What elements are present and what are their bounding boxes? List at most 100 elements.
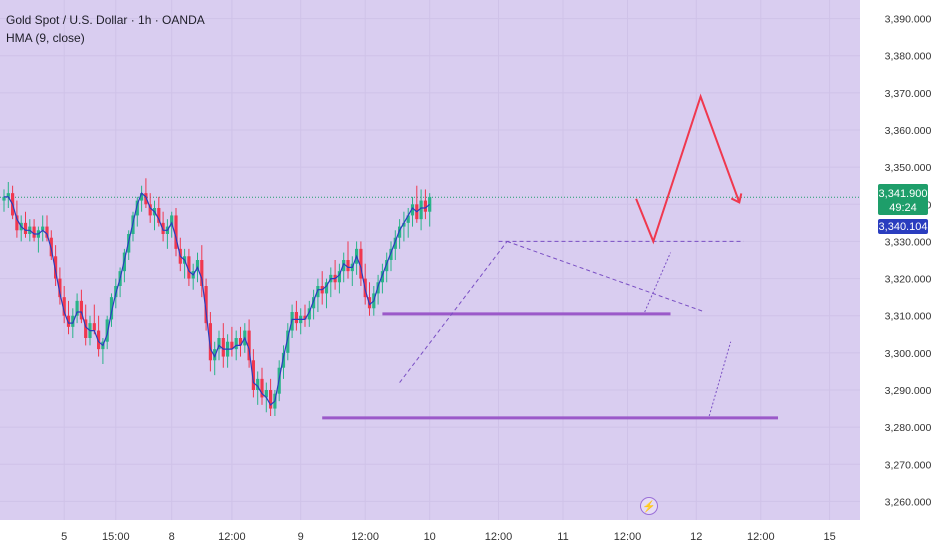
x-tick-label: 15:00 xyxy=(102,531,130,543)
candle-body xyxy=(428,196,432,212)
y-tick-label: 3,290.000 xyxy=(885,385,932,397)
hma-series xyxy=(4,192,431,406)
x-tick-label: 9 xyxy=(298,531,304,543)
symbol-title[interactable]: Gold Spot / U.S. Dollar · 1h · OANDA xyxy=(6,13,205,27)
candle-body xyxy=(84,319,88,338)
x-tick-label: 10 xyxy=(424,531,436,543)
candle-body xyxy=(174,215,178,249)
candle-body xyxy=(157,208,161,223)
candle-body xyxy=(195,260,200,272)
candle-body xyxy=(75,300,79,316)
x-tick-label: 11 xyxy=(557,531,568,543)
annotation-arrows xyxy=(635,93,743,245)
candle-body xyxy=(398,226,402,238)
candle-body xyxy=(161,222,165,234)
candle-body xyxy=(281,352,286,368)
projection-arrow xyxy=(635,93,741,245)
candle-body xyxy=(324,282,329,294)
candle-body xyxy=(45,226,49,238)
candle-body xyxy=(58,278,62,298)
y-tick-label: 3,350.000 xyxy=(885,162,932,174)
candle-body xyxy=(385,260,389,272)
indicator-label[interactable]: HMA (9, close) xyxy=(6,31,85,45)
hma-line xyxy=(4,192,431,406)
candle-body xyxy=(346,260,350,272)
y-tick-label: 3,280.000 xyxy=(885,422,932,434)
candle-body xyxy=(135,200,139,216)
lightning-icon[interactable]: ⚡ xyxy=(640,497,658,515)
x-tick-label: 15 xyxy=(823,531,835,543)
candle-body xyxy=(264,390,268,398)
trend-line xyxy=(506,240,706,313)
candle-body xyxy=(256,378,260,390)
candle-body xyxy=(97,330,101,350)
price-axis[interactable]: 3,260.000 3,270.000 3,280.000 3,290.000 3,30… xyxy=(885,14,932,509)
candle-body xyxy=(316,286,320,298)
candle-body xyxy=(92,323,96,331)
candle-body xyxy=(251,360,255,390)
candle-body xyxy=(337,271,341,283)
y-tick-label: 3,270.000 xyxy=(885,459,932,471)
candle-body xyxy=(41,226,45,231)
x-tick-label: 12:00 xyxy=(747,531,775,543)
candle-body xyxy=(204,286,208,324)
candle-body xyxy=(217,338,221,350)
candle-body xyxy=(286,330,290,353)
candle-body xyxy=(230,341,234,350)
hma-badge xyxy=(878,219,928,234)
dotted-arrow xyxy=(644,252,671,313)
candle-body xyxy=(269,390,273,409)
candle-body xyxy=(389,248,393,260)
last-price-badge xyxy=(878,184,928,215)
candle-body xyxy=(303,315,307,320)
time-axis[interactable]: 5 15:00 8 12:00 9 12:00 10 12:00 11 12:00 12 12:00 1… xyxy=(61,531,836,543)
candle-body xyxy=(109,297,114,320)
candle-body xyxy=(247,330,251,361)
candle-body xyxy=(71,315,75,327)
chart-legend: Gold Spot / U.S. Dollar · 1h · OANDA HMA… xyxy=(6,11,205,47)
candle-body xyxy=(170,215,174,227)
x-tick-label: 12 xyxy=(690,531,702,543)
price-badges: 3,341.900 49:24 3,340.104 xyxy=(878,184,928,234)
candle-body xyxy=(234,338,238,350)
candle-body xyxy=(62,297,66,316)
candle-body xyxy=(221,338,225,357)
y-tick-label: 3,260.000 xyxy=(885,496,932,508)
candle-body xyxy=(307,308,311,320)
candle-body xyxy=(15,215,19,231)
y-tick-label: 3,360.000 xyxy=(885,125,932,137)
candle-body xyxy=(238,338,243,346)
candle-body xyxy=(54,256,58,279)
candle-body xyxy=(144,193,148,205)
y-tick-label: 3,330.000 xyxy=(885,236,932,248)
x-tick-label: 12:00 xyxy=(614,531,642,543)
y-tick-label: 3,300.000 xyxy=(885,348,932,360)
trend-line xyxy=(399,241,508,383)
x-tick-label: 8 xyxy=(169,531,175,543)
candle-body xyxy=(294,312,298,324)
candle-body xyxy=(410,204,415,216)
candle-body xyxy=(6,193,10,197)
candle-body xyxy=(312,297,316,309)
candle-body xyxy=(32,226,36,238)
time-scale-background xyxy=(0,520,860,550)
y-tick-label: 3,390.000 xyxy=(885,14,932,26)
projection-arrowhead xyxy=(730,193,743,204)
price-scale-background xyxy=(860,0,932,550)
candle-body xyxy=(380,271,384,283)
candle-body xyxy=(260,378,264,398)
y-tick-label: 3,370.000 xyxy=(885,88,932,100)
x-tick-label: 12:00 xyxy=(351,531,379,543)
candle-body xyxy=(79,300,83,320)
x-tick-label: 5 xyxy=(61,531,67,543)
candle-body xyxy=(406,215,410,223)
candle-body xyxy=(66,315,71,327)
candle-body xyxy=(419,200,423,220)
y-tick-label: 3,320.000 xyxy=(885,274,932,286)
candle-body xyxy=(393,237,397,249)
hma-value-text: 3,340.104 xyxy=(879,221,928,233)
candle-body xyxy=(105,319,109,342)
dotted-arrow xyxy=(708,341,732,417)
